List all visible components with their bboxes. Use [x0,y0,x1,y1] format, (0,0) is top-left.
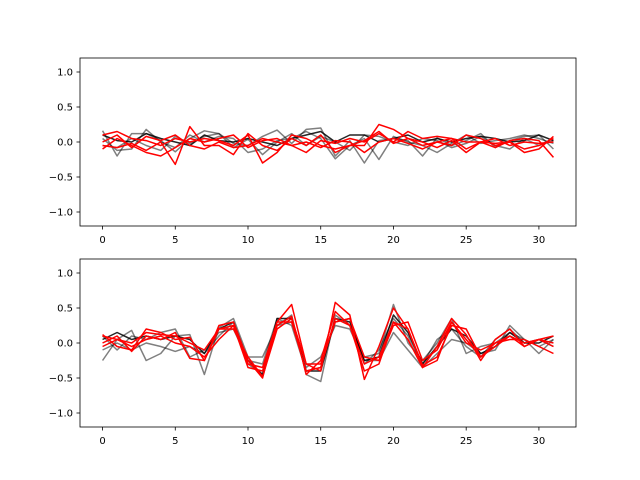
x-tick-label: 20 [387,436,400,447]
x-tick-label: 25 [460,436,473,447]
x-tick-label: 10 [242,436,255,447]
x-tick-label: 15 [314,436,327,447]
series-line-4 [102,123,554,164]
y-tick-label: −0.5 [49,374,73,385]
y-tick-label: 0.5 [57,304,73,315]
series-line-7 [102,134,554,154]
x-tick-label: 20 [387,235,400,246]
y-tick-label: −0.5 [49,173,73,184]
y-tick-label: 1.0 [57,269,73,280]
x-tick-label: 5 [172,235,178,246]
x-tick-label: 10 [242,235,255,246]
x-tick-label: 0 [99,235,105,246]
series-line-6 [102,130,554,157]
y-tick-label: −1.0 [49,409,73,420]
bottom-plot: 0 5 10 15 20 25 30 −1.0 −0.5 0.0 0.5 1.0 [49,258,577,447]
x-tick-label: 0 [99,436,105,447]
y-tick-label: 0.5 [57,103,73,114]
top-plot: 0 5 10 15 20 25 30 −1.0 −0.5 0.0 0.5 1.0 [49,57,577,246]
y-tick-label: −1.0 [49,208,73,219]
x-tick-label: 30 [533,436,546,447]
x-tick-label: 5 [172,436,178,447]
x-tick-label: 30 [533,235,546,246]
y-tick-label: 0.0 [57,339,73,350]
series-group [101,123,555,166]
series-line-3 [102,130,554,147]
series-group [101,301,554,383]
x-tick-label: 25 [460,235,473,246]
y-tick-label: 1.0 [57,68,73,79]
x-tick-label: 15 [314,235,327,246]
y-tick-label: 0.0 [57,138,73,149]
series-line-7 [102,317,554,378]
